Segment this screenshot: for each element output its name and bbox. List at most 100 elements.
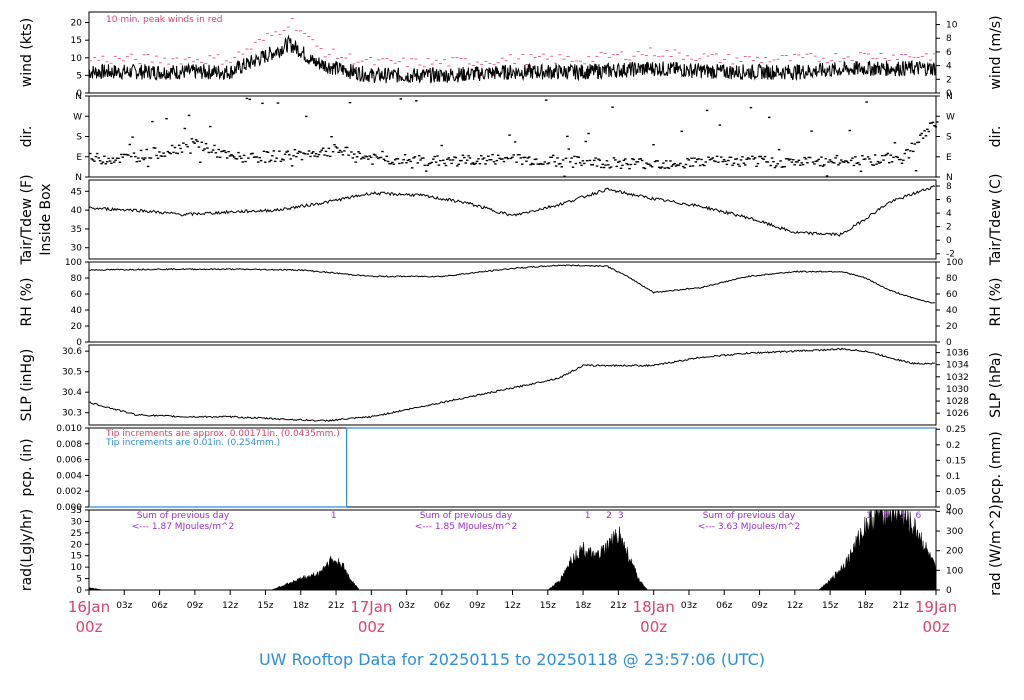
y-axis-label-left: SLP (inHg) bbox=[19, 349, 35, 422]
panel-frame-temp bbox=[88, 179, 937, 260]
y-tick-label-right: E bbox=[946, 153, 952, 163]
y-tick-label-left: 15 bbox=[71, 36, 82, 46]
tip-note: Tip increments are 0.01in. (0.254mm.) bbox=[105, 438, 280, 448]
y-tick-label-right: 1030 bbox=[946, 385, 969, 395]
y-tick-label-right: 0.25 bbox=[946, 425, 966, 435]
y-tick-label-left: N bbox=[75, 173, 82, 183]
radiation-marker: 1 bbox=[585, 511, 591, 521]
panel-frame-slp bbox=[88, 344, 937, 426]
y-tick-label-left: N bbox=[75, 92, 82, 102]
y-tick-label-left: E bbox=[76, 153, 82, 163]
radiation-marker: 6 bbox=[915, 511, 921, 521]
radiation-marker: 3 bbox=[618, 511, 624, 521]
tip-note: Tip increments are approx. 0.00171in. (0… bbox=[105, 429, 340, 439]
y-tick-label-left: 35 bbox=[71, 506, 82, 516]
x-tick-label: 12z bbox=[222, 601, 238, 611]
y-tick-label-left: 80 bbox=[71, 274, 83, 284]
y-tick-label-left: 30 bbox=[71, 517, 83, 527]
x-day-label-date: 17Jan bbox=[350, 598, 392, 616]
y-axis-label-right: rad (W/m^2) bbox=[988, 504, 1004, 595]
series-line-precip bbox=[89, 427, 936, 508]
y-tick-label-left: 30.5 bbox=[62, 368, 82, 378]
x-tick-label: 12z bbox=[787, 601, 803, 611]
x-day-label-time: 00z bbox=[640, 618, 667, 636]
x-tick-label: 15z bbox=[822, 601, 838, 611]
radiation-marker: 2 bbox=[606, 511, 612, 521]
x-day-label-date: 19Jan bbox=[915, 598, 957, 616]
x-day-label-time: 00z bbox=[358, 618, 385, 636]
y-tick-label-right: 0.15 bbox=[946, 456, 966, 466]
x-tick-label: 06z bbox=[716, 601, 732, 611]
y-tick-label-right: 200 bbox=[946, 547, 963, 557]
y-axis-label-left-2: Inside Box bbox=[38, 183, 54, 255]
daily-sum-label: Sum of previous day bbox=[137, 511, 230, 521]
x-tick-label: 09z bbox=[187, 601, 203, 611]
series-line-slp bbox=[88, 347, 936, 422]
y-tick-label-left: 20 bbox=[71, 322, 83, 332]
x-tick-label: 03z bbox=[399, 601, 415, 611]
x-tick-label: 18z bbox=[857, 601, 873, 611]
y-tick-label-left: S bbox=[76, 133, 82, 143]
x-tick-label: 21z bbox=[328, 601, 344, 611]
y-tick-label-left: 30.3 bbox=[62, 409, 82, 419]
y-tick-label-right: 0 bbox=[946, 89, 952, 99]
x-tick-label: 18z bbox=[293, 601, 309, 611]
y-tick-label-left: 40 bbox=[71, 306, 83, 316]
y-tick-label-right: 1036 bbox=[946, 349, 969, 359]
radiation-marker: 3 bbox=[883, 511, 889, 521]
y-axis-label-right: SLP (hPa) bbox=[988, 352, 1004, 418]
y-tick-label-right: 2 bbox=[946, 75, 952, 85]
y-tick-label-left: W bbox=[73, 112, 82, 122]
y-tick-label-right: 0.05 bbox=[946, 487, 966, 497]
y-tick-label-left: 20 bbox=[71, 19, 83, 29]
x-tick-label: 12z bbox=[504, 601, 520, 611]
y-tick-label-left: 30 bbox=[71, 244, 83, 254]
x-tick-label: 09z bbox=[751, 601, 767, 611]
y-tick-label-right: 100 bbox=[946, 566, 963, 576]
y-tick-label-left: 20 bbox=[71, 540, 83, 550]
x-tick-label: 21z bbox=[893, 601, 909, 611]
x-day-label-date: 16Jan bbox=[68, 598, 110, 616]
radiation-marker: 1 bbox=[331, 511, 337, 521]
x-day-label-date: 18Jan bbox=[633, 598, 675, 616]
y-tick-label-right: 6 bbox=[946, 196, 952, 206]
panel-frame-wind bbox=[88, 11, 937, 94]
x-tick-label: 18z bbox=[575, 601, 591, 611]
y-tick-label-right: 8 bbox=[946, 34, 952, 44]
y-tick-label-right: 8 bbox=[946, 182, 952, 192]
y-axis-label-left: pcp. (in) bbox=[19, 438, 35, 496]
y-tick-label-left: 100 bbox=[65, 258, 82, 268]
y-tick-label-left: 0.002 bbox=[56, 487, 82, 497]
y-tick-label-right: W bbox=[946, 112, 955, 122]
y-tick-label-right: 0.1 bbox=[946, 472, 960, 482]
y-tick-label-right: 1034 bbox=[946, 361, 969, 371]
y-tick-label-right: N bbox=[946, 173, 953, 183]
y-tick-label-right: 300 bbox=[946, 527, 963, 537]
y-axis-label-left: wind (kts) bbox=[19, 18, 35, 87]
y-tick-label-right: 6 bbox=[946, 48, 952, 58]
x-tick-label: 03z bbox=[681, 601, 697, 611]
x-tick-label: 03z bbox=[116, 601, 132, 611]
y-tick-label-left: 5 bbox=[76, 575, 82, 585]
y-tick-label-right: 0 bbox=[946, 236, 952, 246]
y-tick-label-right: 0.2 bbox=[946, 441, 960, 451]
y-tick-label-right: 20 bbox=[946, 322, 958, 332]
y-tick-label-left: 0 bbox=[76, 586, 82, 596]
y-tick-label-right: 400 bbox=[946, 507, 963, 517]
x-tick-label: 09z bbox=[469, 601, 485, 611]
y-tick-label-right: 60 bbox=[946, 290, 958, 300]
y-tick-label-left: 10 bbox=[71, 54, 83, 64]
y-axis-label-left: RH (%) bbox=[19, 278, 35, 327]
y-tick-label-right: 0 bbox=[946, 338, 952, 348]
y-tick-label-right: 0 bbox=[946, 503, 952, 513]
daily-sum-label: Sum of previous day bbox=[703, 511, 796, 521]
y-tick-label-right: 0 bbox=[946, 586, 952, 596]
daily-sum-value: <--- 1.85 MJoules/m^2 bbox=[415, 522, 517, 532]
y-tick-label-left: 0.004 bbox=[56, 471, 82, 481]
y-tick-label-right: 1028 bbox=[946, 397, 969, 407]
y-tick-label-left: 30.4 bbox=[62, 388, 82, 398]
daily-sum-value: <--- 1.87 MJoules/m^2 bbox=[132, 522, 234, 532]
x-day-label-time: 00z bbox=[923, 618, 950, 636]
radiation-marker: 1 bbox=[866, 511, 872, 521]
